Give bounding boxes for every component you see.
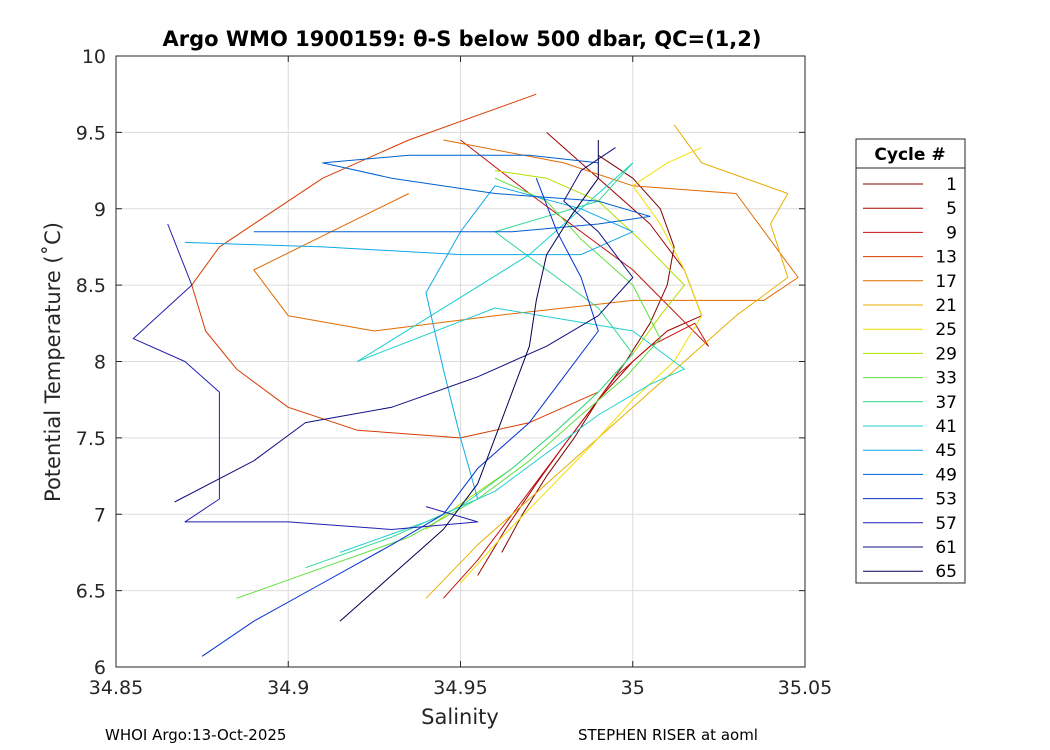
y-tick-label: 9.5 — [76, 122, 106, 144]
footer-left: WHOI Argo:13-Oct-2025 — [105, 726, 287, 744]
y-tick-label: 6 — [94, 657, 106, 679]
legend-label-cycle-37: 37 — [935, 393, 957, 413]
legend-label-cycle-65: 65 — [935, 562, 957, 582]
legend-label-cycle-5: 5 — [946, 199, 957, 219]
legend-label-cycle-25: 25 — [935, 320, 957, 340]
legend-box — [855, 138, 966, 584]
series-line-cycle-21 — [425, 124, 789, 599]
x-axis-ticks: 34.85 34.9 34.95 35 35.05 — [89, 56, 832, 699]
chart-title: Argo WMO 1900159: θ-S below 500 dbar, QC… — [163, 27, 762, 51]
y-tick-label: 8.5 — [76, 275, 106, 297]
y-tick-label: 6.5 — [76, 581, 106, 603]
y-tick-label: 8 — [94, 352, 106, 374]
y-axis-ticks: 6 6.5 7 7.5 8 8.5 9 9.5 10 — [76, 46, 805, 679]
y-tick-label: 10 — [82, 46, 106, 68]
y-tick-label: 9 — [94, 199, 106, 221]
legend-label-cycle-1: 1 — [946, 175, 957, 195]
series-line-cycle-49 — [253, 154, 651, 233]
series-line-cycle-57 — [132, 223, 479, 530]
x-tick-label: 34.95 — [433, 677, 487, 699]
legend-items: 1 5 9 13 17 21 25 29 33 37 41 45 49 53 57 61 65 — [863, 175, 957, 582]
x-tick-label: 35.05 — [778, 677, 832, 699]
legend-label-cycle-17: 17 — [935, 272, 957, 292]
legend-label-cycle-9: 9 — [946, 223, 957, 243]
series-lines — [132, 93, 799, 657]
series-line-cycle-45 — [184, 185, 634, 500]
series-line-cycle-9 — [442, 139, 709, 599]
series-line-cycle-13 — [191, 93, 599, 439]
series-line-cycle-65 — [339, 140, 599, 622]
footer-right: STEPHEN RISER at aoml — [578, 726, 758, 744]
legend-label-cycle-49: 49 — [935, 465, 957, 485]
series-line-cycle-1 — [501, 154, 675, 553]
legend-label-cycle-53: 53 — [935, 490, 957, 510]
y-tick-label: 7.5 — [76, 428, 106, 450]
y-axis-label: Potential Temperature (˚C) — [41, 222, 65, 502]
series-line-cycle-33 — [236, 177, 661, 599]
legend-label-cycle-33: 33 — [935, 369, 957, 389]
series-line-cycle-61 — [174, 147, 634, 503]
legend-label-cycle-61: 61 — [935, 538, 957, 558]
x-tick-label: 35 — [621, 677, 645, 699]
legend: Cycle # 1 5 9 13 17 21 25 29 33 37 41 45 49 53 57 61 65 — [855, 138, 966, 584]
legend-label-cycle-13: 13 — [935, 248, 957, 268]
series-line-cycle-17 — [253, 139, 799, 332]
legend-label-cycle-45: 45 — [935, 441, 957, 461]
legend-label-cycle-41: 41 — [935, 417, 957, 437]
y-tick-label: 7 — [94, 504, 106, 526]
legend-label-cycle-21: 21 — [935, 296, 957, 316]
legend-title: Cycle # — [874, 145, 945, 165]
x-tick-label: 34.85 — [89, 677, 143, 699]
x-axis-label: Salinity — [421, 705, 499, 729]
series-line-cycle-41 — [339, 162, 685, 553]
legend-label-cycle-57: 57 — [935, 514, 957, 534]
legend-label-cycle-29: 29 — [935, 344, 957, 364]
x-tick-label: 34.9 — [267, 677, 309, 699]
series-line-cycle-53 — [201, 178, 599, 657]
series-line-cycle-25 — [460, 147, 703, 584]
